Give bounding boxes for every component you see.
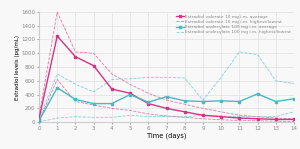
X-axis label: Time (days): Time (days) (147, 132, 186, 139)
Y-axis label: Estradiol levels (pg/mL): Estradiol levels (pg/mL) (15, 35, 20, 100)
Legend: Estradiol valerate 10 mg i.m. average, Estradiol valerate 10 mg i.m. highest/low: Estradiol valerate 10 mg i.m. average, E… (175, 14, 292, 35)
